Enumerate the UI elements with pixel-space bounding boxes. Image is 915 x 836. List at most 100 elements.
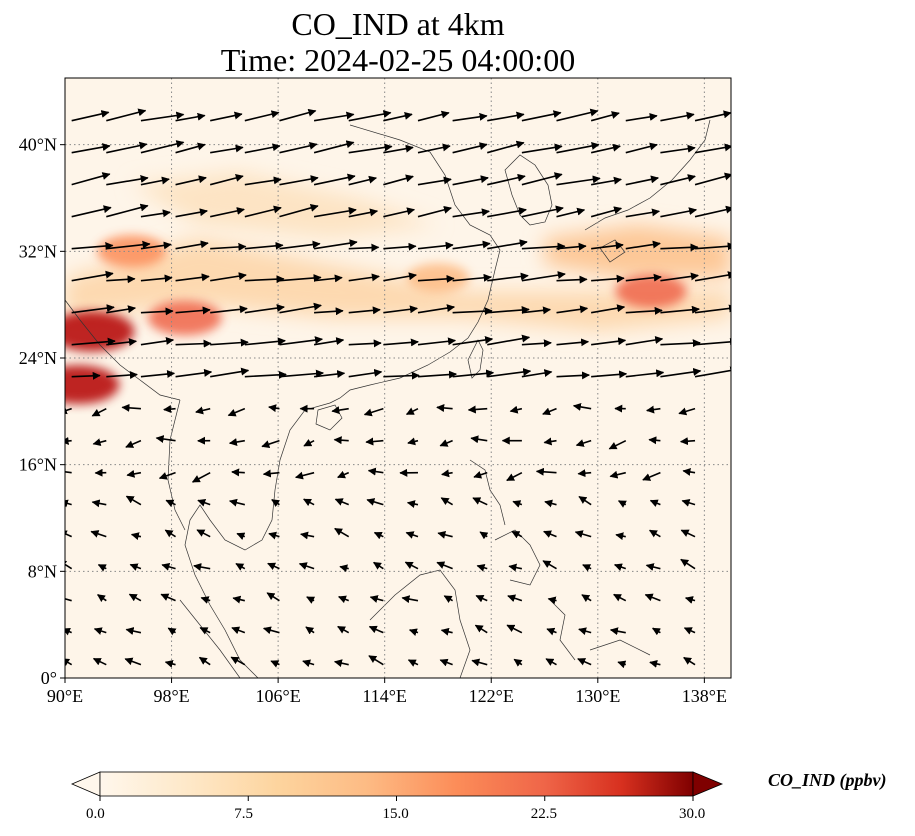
wind-arrow [305, 626, 315, 635]
wind-arrow [348, 175, 377, 186]
wind-arrow [577, 658, 592, 666]
wind-arrow [609, 627, 626, 636]
wind-arrow [417, 370, 457, 379]
wind-arrow [71, 143, 111, 154]
wind-arrow [235, 562, 246, 571]
wind-arrow [160, 593, 176, 602]
wind-arrow [590, 206, 623, 218]
lon-tick-label: 114°E [362, 686, 407, 706]
wind-arrow [452, 112, 488, 122]
wind-arrow [210, 272, 247, 282]
wind-arrow [660, 272, 699, 282]
wind-arrow [474, 624, 488, 634]
wind-arrow [279, 175, 319, 186]
wind-arrow [302, 659, 315, 668]
wind-arrow [487, 334, 531, 346]
wind-arrow [97, 564, 107, 572]
wind-arrow [348, 143, 393, 154]
wind-arrow [262, 469, 280, 478]
wind-arrow [625, 306, 663, 315]
wind-arrow [125, 495, 142, 506]
lat-tick-label: 16°N [19, 455, 57, 475]
concentration-hotspot [148, 300, 222, 336]
wind-arrow [140, 307, 174, 316]
wind-arrow [417, 241, 454, 250]
wind-arrow [140, 241, 172, 250]
wind-arrow [542, 560, 557, 570]
wind-arrow [590, 143, 621, 154]
wind-arrow [408, 628, 419, 636]
wind-arrow [487, 305, 530, 314]
wind-arrow [645, 563, 661, 571]
wind-arrow [683, 627, 696, 635]
wind-arrow [681, 499, 696, 507]
wind-arrow [679, 437, 696, 446]
wind-arrow [339, 564, 349, 573]
wind-arrow [452, 273, 492, 282]
wind-arrow [313, 337, 345, 346]
wind-arrow [368, 625, 384, 634]
wind-arrow [262, 626, 280, 635]
wind-arrow [279, 141, 318, 154]
wind-arrow [313, 274, 343, 283]
wind-arrow [210, 367, 250, 378]
colorbar [70, 771, 724, 797]
concentration-hotspot [615, 274, 687, 309]
wind-arrow [267, 562, 280, 571]
wind-arrow [651, 627, 661, 636]
wind-arrow [140, 337, 175, 346]
wind-arrow [313, 239, 358, 250]
wind-arrow [590, 111, 620, 122]
wind-arrow [694, 205, 731, 218]
wind-arrow [175, 368, 213, 378]
wind-arrow [165, 499, 176, 508]
wind-arrow [244, 205, 282, 218]
wind-arrow [140, 274, 173, 283]
wind-arrow [475, 594, 488, 603]
wind-arrow [303, 438, 315, 447]
wind-arrow [556, 275, 588, 284]
wind-arrow [694, 337, 731, 346]
wind-arrow [337, 625, 350, 634]
wind-arrow [547, 596, 557, 605]
wind-arrow [129, 563, 142, 571]
wind-arrow [198, 656, 211, 666]
wind-arrow [158, 471, 176, 480]
wind-arrow [680, 558, 696, 570]
wind-arrow [383, 242, 417, 251]
wind-arrow [405, 531, 419, 539]
wind-arrow [210, 305, 248, 314]
wind-arrow [467, 405, 488, 414]
wind-arrow [660, 111, 695, 122]
wind-arrow [452, 336, 494, 346]
lat-tick-label: 0° [41, 668, 57, 688]
wind-arrow [625, 142, 658, 154]
wind-arrow [625, 208, 661, 218]
wind-arrow [65, 471, 72, 474]
concentration-band [131, 171, 438, 238]
wind-arrow [452, 369, 495, 378]
wind-arrow [508, 563, 523, 572]
wind-arrow [521, 369, 553, 378]
wind-arrow [404, 561, 419, 570]
wind-arrow [617, 660, 627, 669]
wind-vectors [65, 108, 731, 669]
china-coastline [329, 124, 501, 404]
lon-tick-label: 106°E [256, 686, 301, 706]
wind-arrow [644, 593, 661, 602]
wind-arrow [295, 471, 315, 480]
wind-arrow [106, 141, 148, 154]
japan-coast [584, 119, 711, 263]
wind-arrow [334, 527, 350, 538]
wind-arrow [694, 143, 731, 154]
wind-arrow [545, 658, 557, 666]
wind-arrow [65, 436, 72, 445]
wind-arrow [507, 594, 523, 603]
wind-arrow [582, 564, 592, 572]
wind-arrow [660, 174, 696, 186]
lat-tick-label: 32°N [19, 241, 57, 261]
wind-arrow [279, 369, 324, 378]
wind-arrow [236, 532, 246, 540]
wind-arrow [164, 529, 176, 538]
wind-arrow [440, 497, 454, 506]
